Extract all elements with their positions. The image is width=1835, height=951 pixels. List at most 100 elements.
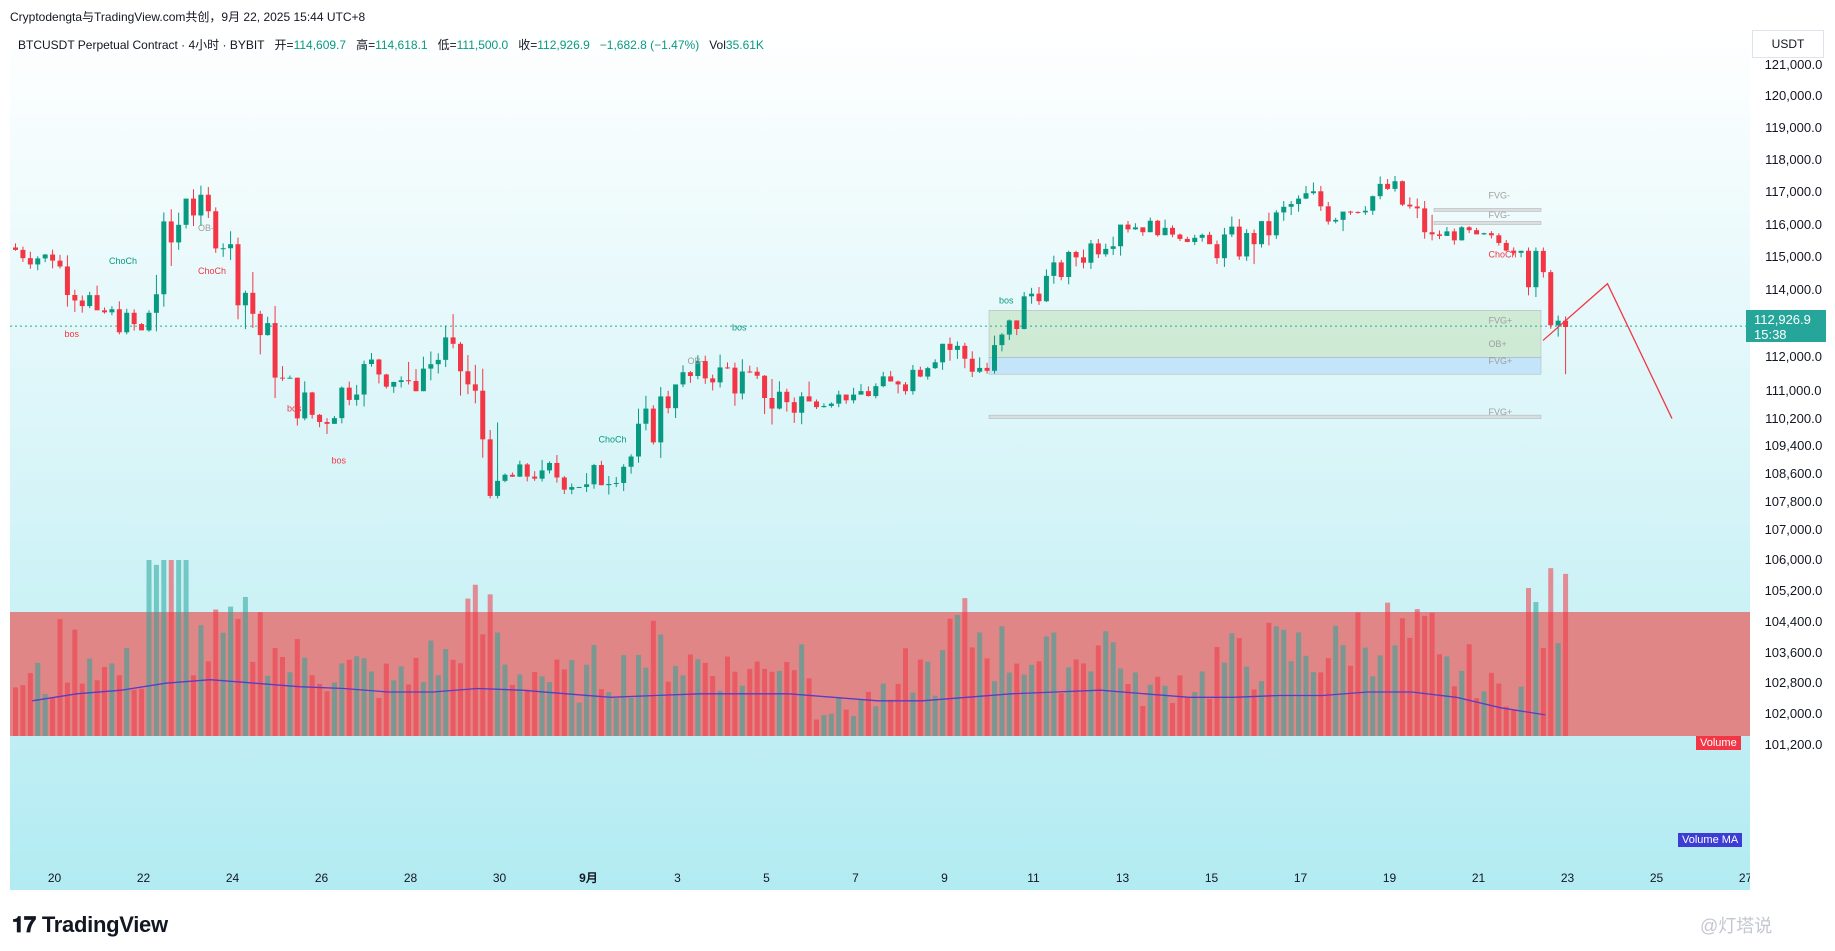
candle-body	[806, 396, 812, 402]
candle-body	[302, 392, 308, 419]
volume-bar	[302, 657, 308, 736]
candle-body	[851, 394, 857, 401]
candle-body	[220, 248, 226, 250]
candle-body	[561, 477, 567, 490]
candle-body	[176, 224, 182, 243]
candle-body	[487, 439, 493, 496]
volume-bar	[814, 719, 819, 736]
candle-body	[1540, 250, 1546, 273]
candle-body	[1170, 227, 1175, 235]
candle-body	[1399, 181, 1405, 205]
candle-body	[1466, 227, 1472, 231]
candle-body	[1296, 198, 1302, 205]
volume-bar	[739, 685, 745, 736]
candle-body	[35, 258, 41, 265]
candle-body	[398, 380, 404, 382]
candle-body	[992, 345, 997, 371]
candle-body	[932, 362, 938, 369]
candle-body	[272, 323, 278, 378]
volume-bar	[828, 713, 834, 736]
volume-bar	[1348, 665, 1353, 736]
volume-bar	[398, 666, 404, 736]
volume-bar	[1340, 645, 1346, 736]
symbol-label: BTCUSDT Perpetual Contract · 4小时 · BYBIT	[18, 38, 265, 52]
volume-bar	[1281, 629, 1287, 736]
candle-body	[554, 462, 560, 478]
candle-body	[1422, 208, 1428, 233]
watermark: @灯塔说	[1700, 916, 1773, 936]
candle-body	[1503, 242, 1509, 251]
candle-body	[1348, 211, 1353, 213]
volume-bar	[435, 675, 441, 736]
volume-bar	[1177, 675, 1183, 736]
volume-ma-tag[interactable]: Volume MA	[1678, 833, 1743, 847]
volume-bar	[324, 691, 330, 736]
candle-body	[1132, 227, 1138, 230]
candle-body	[658, 396, 664, 443]
candle-body	[999, 334, 1005, 346]
candle-body	[1118, 224, 1124, 247]
volume-bar	[754, 661, 760, 736]
candle-body	[1236, 226, 1242, 257]
price-axis[interactable]: 121,000.0 120,000.0 119,000.0 118,000.0 117,…	[1752, 30, 1835, 890]
candle-body	[42, 254, 48, 259]
volume-bar	[20, 685, 26, 736]
volume-bar	[962, 598, 968, 736]
currency-selector[interactable]: USDT	[1752, 30, 1824, 58]
tradingview-logo-icon: 𝟏𝟕	[12, 912, 36, 937]
change-value: −1,682.8 (−1.47%)	[599, 38, 700, 52]
price-axis-label: 102,000.0	[1764, 706, 1823, 722]
volume-bar	[50, 697, 56, 736]
candle-body	[242, 292, 248, 306]
candle-body	[598, 465, 604, 486]
tradingview-logo[interactable]: 𝟏𝟕 TradingView	[12, 912, 168, 938]
candle-body	[124, 312, 130, 333]
candle-body	[317, 414, 323, 422]
candle-body	[636, 423, 641, 457]
open-label: 开=	[274, 38, 294, 52]
candle-body	[1095, 243, 1101, 255]
volume-bar	[992, 681, 997, 736]
price-chart[interactable]: ChoCh bos ChoCh bos bos ChoCh bos bos ChoCh OB- OB…	[10, 30, 1752, 890]
volume-bar	[509, 684, 515, 736]
candle-body	[27, 258, 33, 265]
candle-body	[198, 194, 204, 216]
volume-bar	[287, 672, 293, 736]
candle-body	[1140, 227, 1146, 233]
volume-bar	[932, 695, 938, 736]
volume-tag[interactable]: Volume	[1696, 736, 1741, 750]
time-axis-label: 26	[315, 871, 329, 885]
price-axis-label: 116,000.0	[1765, 216, 1822, 232]
volume-bar	[1236, 638, 1242, 736]
volume-bar	[331, 682, 337, 736]
volume-bar	[450, 659, 456, 736]
volume-bar	[1540, 647, 1546, 736]
volume-bar	[1377, 655, 1383, 736]
price-axis-label: 108,600.0	[1764, 465, 1823, 481]
volume-bar	[1355, 612, 1361, 736]
candle-body	[814, 401, 819, 408]
time-axis-label: 9月	[579, 871, 598, 885]
annotation-label: bos	[332, 455, 347, 465]
candle-body	[1496, 235, 1502, 243]
volume-bar	[1503, 706, 1509, 736]
price-axis-label: 106,000.0	[1764, 552, 1823, 567]
candle-body	[739, 371, 745, 394]
volume-bar	[1392, 645, 1398, 736]
volume-bar	[687, 654, 693, 736]
volume-bar	[1214, 647, 1220, 736]
candle-body	[1147, 220, 1153, 233]
chart-area[interactable]: ChoCh bos ChoCh bos bos ChoCh bos bos ChoCh OB- OB…	[10, 30, 1752, 890]
time-axis-label: 20	[48, 871, 62, 885]
candle-body	[509, 474, 515, 477]
candle-body	[732, 367, 738, 394]
volume-bar	[116, 675, 122, 736]
volume-bar	[109, 663, 115, 736]
candle-body	[650, 408, 656, 443]
volume-bar	[272, 647, 278, 736]
time-axis-label: 25	[1650, 871, 1664, 885]
candle-body	[1021, 296, 1027, 329]
volume-bar	[658, 634, 664, 736]
time-axis-label: 19	[1383, 871, 1397, 885]
volume-bar	[940, 650, 946, 736]
